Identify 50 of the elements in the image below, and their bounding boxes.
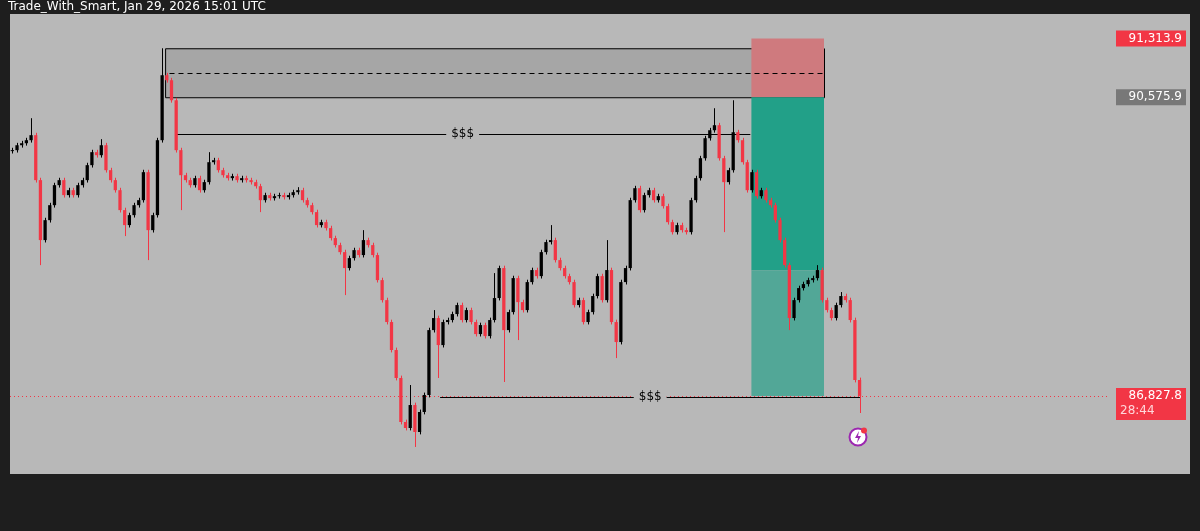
candlestick [506, 309, 511, 333]
y-tick-label: 90,575.9 [1128, 89, 1182, 104]
candlestick [698, 155, 703, 182]
candlestick [488, 317, 492, 339]
candlestick [600, 273, 604, 304]
candlestick [43, 217, 47, 243]
candlestick [740, 137, 745, 166]
candlestick [123, 207, 127, 237]
candlestick [52, 182, 57, 209]
candlestick [431, 309, 436, 333]
candlestick [343, 249, 347, 296]
candlestick [460, 302, 464, 323]
candlestick [754, 169, 759, 200]
y-tick-label: 91,313.9 [1128, 30, 1182, 45]
candlestick [422, 392, 426, 415]
candlestick [441, 319, 445, 348]
candlestick [62, 177, 66, 199]
candlestick [778, 217, 782, 243]
ref-line-label: $$$ [451, 126, 475, 141]
candlestick [385, 297, 389, 325]
candlestick [623, 265, 628, 285]
candlestick [591, 293, 595, 315]
candlestick [553, 237, 557, 263]
candlestick [595, 273, 600, 299]
candlestick [750, 169, 754, 194]
candlestick [151, 212, 155, 234]
candlestick [85, 162, 89, 184]
candlestick [169, 77, 174, 104]
candlestick [722, 155, 726, 233]
candlestick [792, 297, 796, 321]
chart-title: Trade_With_Smart, Jan 29, 2026 15:01 UTC [7, 0, 266, 14]
candlestick [258, 183, 263, 213]
text: 28:44 [1120, 403, 1155, 418]
candlestick [614, 319, 618, 359]
ref-line-label: $$$ [638, 389, 662, 404]
candlestick [417, 409, 422, 435]
candlestick [642, 192, 646, 214]
candlestick [666, 203, 670, 226]
candlestick [207, 151, 211, 186]
candlestick [694, 175, 698, 204]
candlestick [118, 187, 122, 214]
candlestick [773, 202, 777, 224]
candlestick [516, 275, 520, 341]
candlestick [29, 117, 33, 144]
candlestick [380, 277, 384, 304]
y-tick-label: 86,827.8 [1128, 388, 1182, 403]
candlestick [48, 202, 52, 224]
candlestick [492, 272, 497, 323]
candlestick [848, 297, 852, 323]
candlestick [572, 279, 576, 308]
